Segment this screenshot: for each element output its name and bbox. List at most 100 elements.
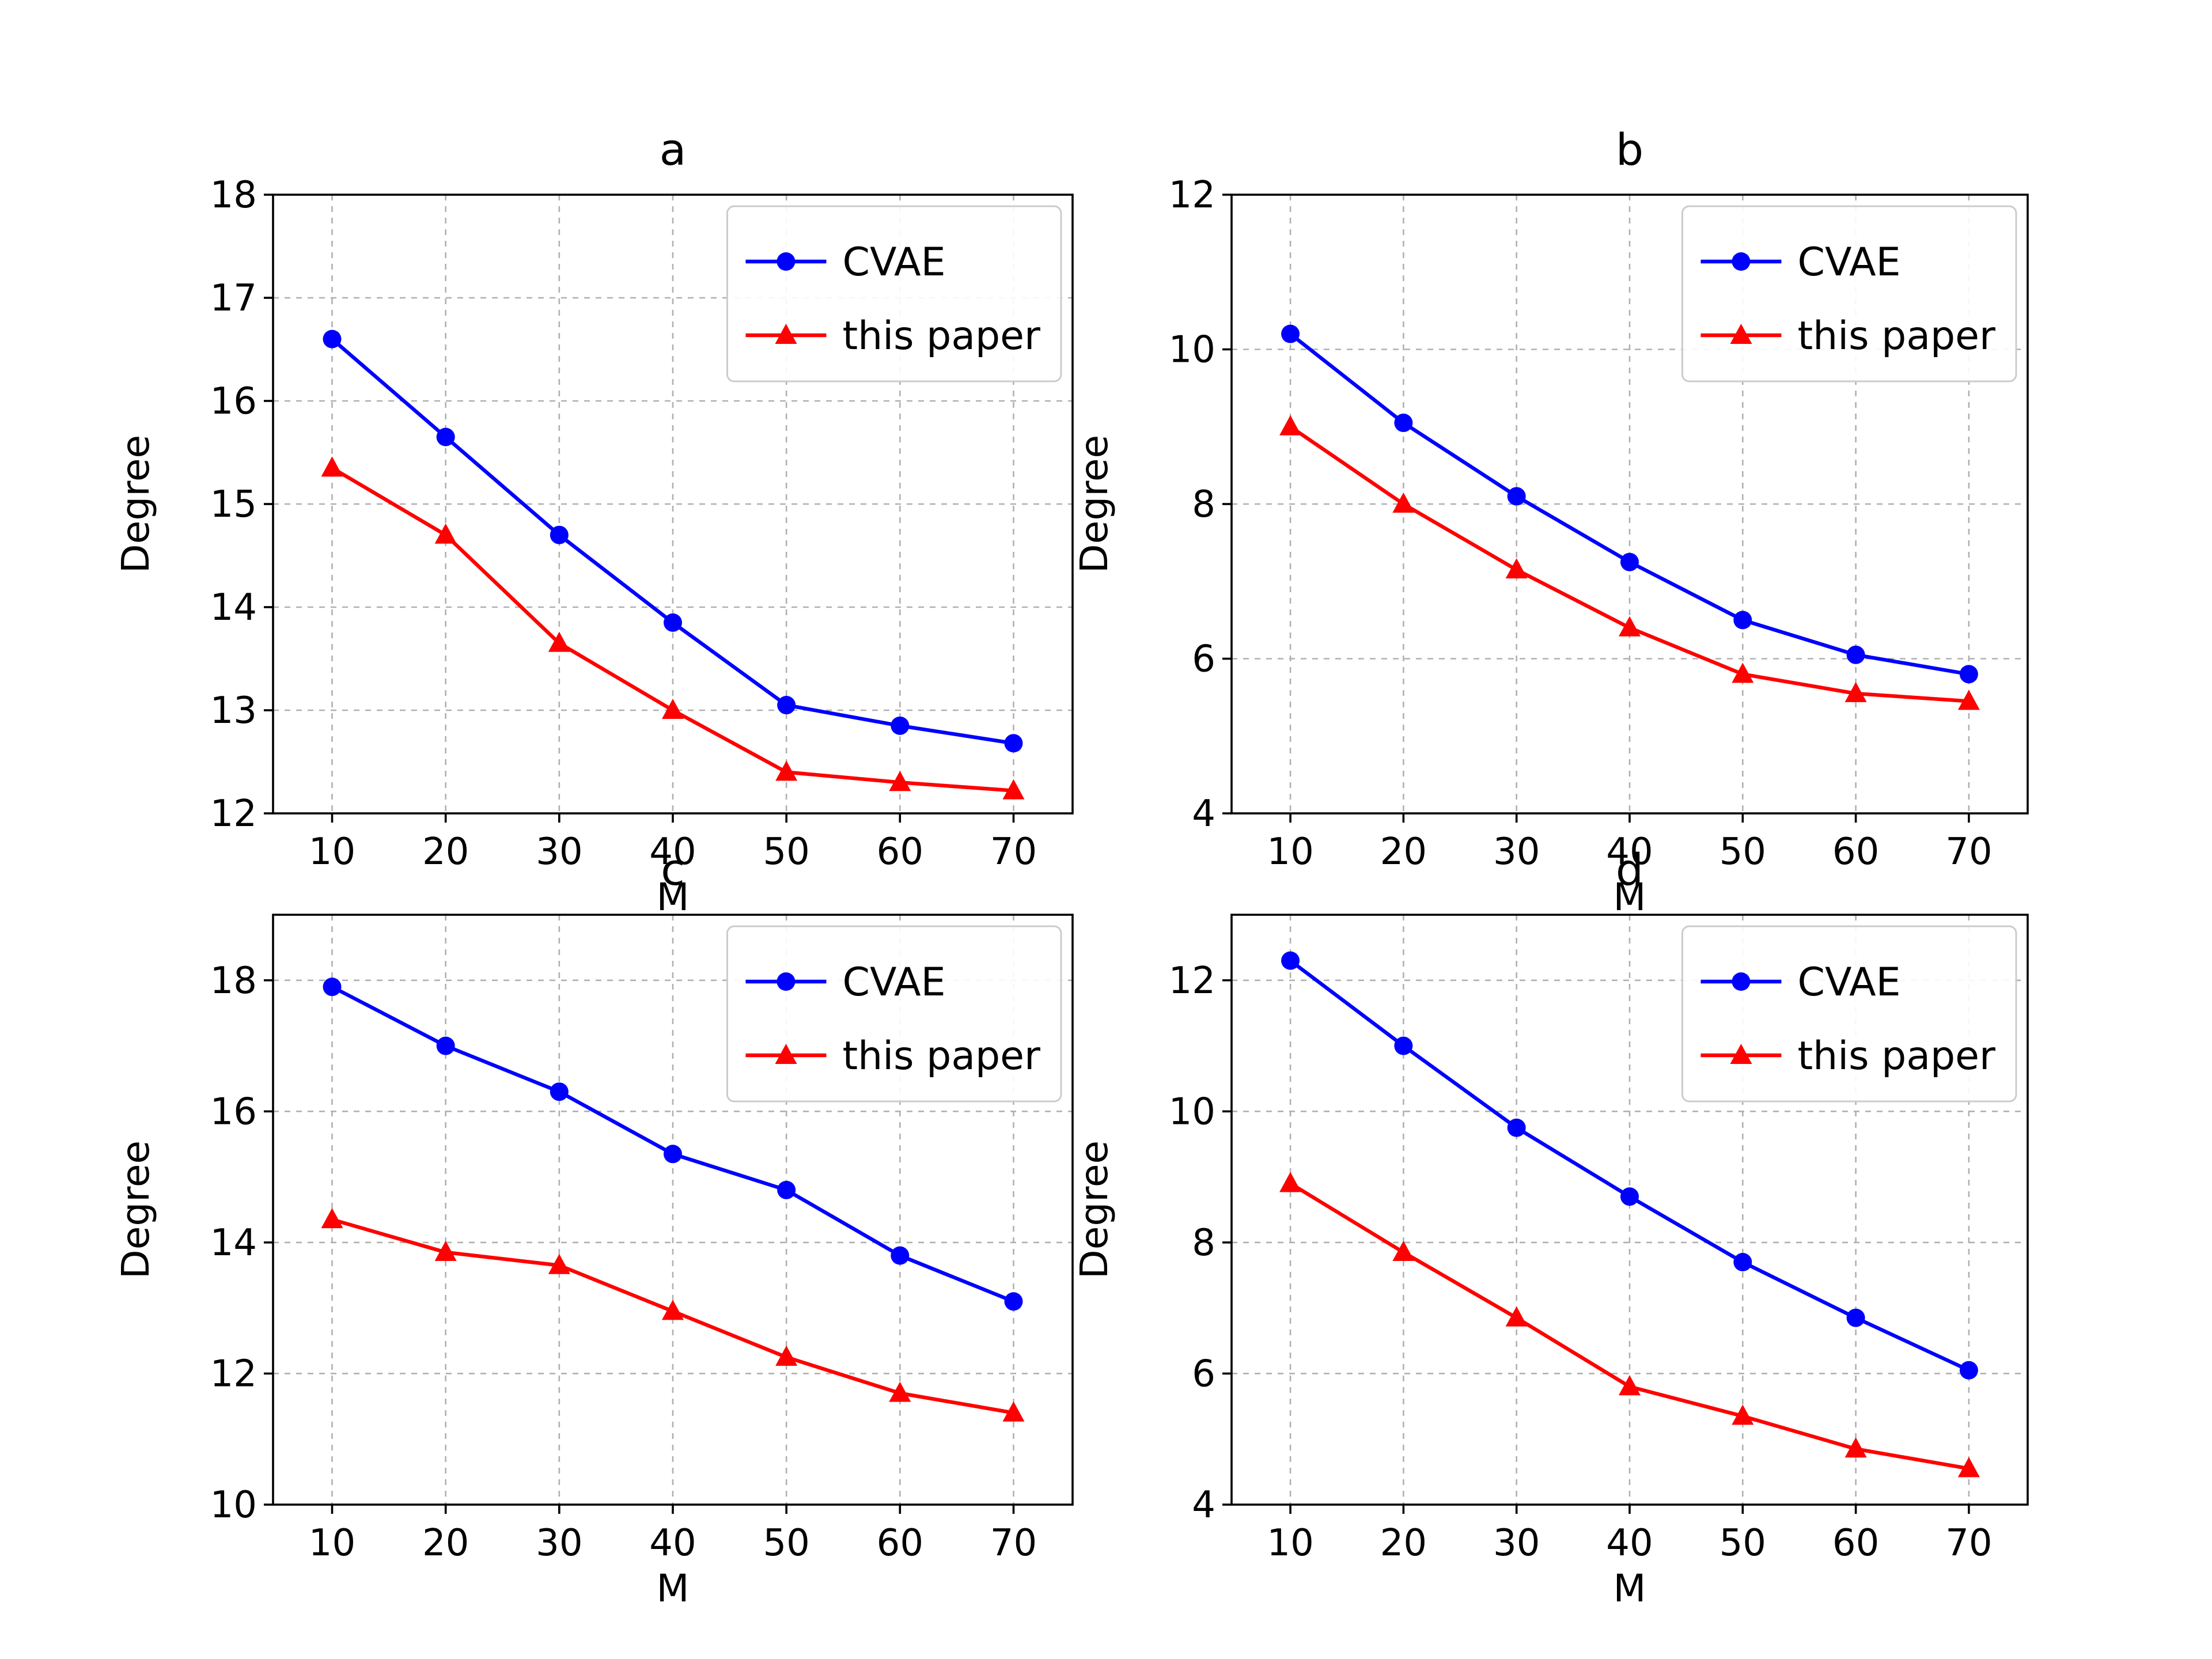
legend-box: [726, 925, 1062, 1103]
circle-marker: [777, 1180, 796, 1199]
triangle-marker: [775, 760, 798, 781]
circle-marker: [323, 329, 342, 349]
circle-marker: [1507, 1118, 1526, 1137]
y-tick-label: 13: [210, 690, 257, 732]
x-tick-label: 10: [1267, 831, 1313, 873]
circle-marker: [1394, 1036, 1413, 1055]
y-axis-label: Degree: [1072, 435, 1116, 573]
x-axis-label: M: [657, 1566, 690, 1611]
y-tick-label: 12: [210, 1353, 257, 1395]
triangle-marker: [1732, 1404, 1754, 1425]
legend-label: this paper: [842, 1033, 1040, 1079]
triangle-marker: [889, 771, 911, 791]
chart-title: c: [661, 844, 685, 895]
x-tick-label: 40: [649, 831, 696, 873]
legend: CVAE this paper: [1681, 925, 2017, 1103]
x-tick-label: 70: [1945, 831, 1992, 873]
series-this-paper: [1279, 415, 1980, 710]
legend-label: CVAE: [1797, 960, 1900, 1005]
circle-marker: [1394, 414, 1413, 433]
circle-marker: [891, 1246, 910, 1265]
legend-label: this paper: [1797, 1033, 1995, 1079]
circle-marker: [777, 972, 796, 991]
series-this-paper: [1279, 1172, 1980, 1478]
legend-label: CVAE: [842, 960, 945, 1005]
x-axis-label: M: [1613, 1566, 1646, 1611]
chart-a: 10 20 30 40 50 60 70 12 13 14 15 16 17 18 a M Degree CVAE…: [113, 124, 1074, 919]
x-tick-label: 10: [309, 1522, 355, 1565]
y-tick-label: 4: [1192, 793, 1215, 835]
series-this-paper: [321, 1208, 1025, 1422]
triangle-marker: [1392, 1240, 1415, 1261]
legend-label: this paper: [1797, 313, 1995, 359]
tick-labels: 10 20 30 40 50 60 70 10 12 14 16 18: [210, 960, 1037, 1565]
triangle-marker: [775, 324, 797, 344]
legend: CVAE this paper: [726, 925, 1062, 1103]
triangle-marker: [1844, 1437, 1867, 1458]
legend-label: CVAE: [1797, 240, 1900, 285]
y-tick-label: 8: [1192, 1222, 1215, 1264]
x-tick-label: 70: [990, 831, 1037, 873]
triangle-marker: [775, 1044, 797, 1064]
circle-marker: [664, 613, 682, 632]
x-tick-label: 60: [1832, 831, 1879, 873]
circle-marker: [1733, 611, 1752, 630]
circle-marker: [1846, 1308, 1865, 1327]
legend-box: [1681, 205, 2017, 382]
y-tick-label: 12: [1169, 174, 1215, 217]
triangle-marker: [662, 1300, 684, 1320]
circle-marker: [1959, 665, 1978, 684]
tick-labels: 10 20 30 40 50 60 70 4 6 8 10 12: [1169, 960, 1993, 1565]
legend-label: CVAE: [842, 240, 945, 285]
y-axis-label: Degree: [113, 1141, 158, 1279]
triangle-marker: [889, 1381, 911, 1402]
chart-title: b: [1616, 124, 1643, 175]
circle-marker: [1620, 552, 1639, 571]
circle-marker: [664, 1145, 682, 1164]
triangle-marker: [1619, 1375, 1641, 1396]
x-tick-label: 30: [1493, 831, 1540, 873]
chart-c: 10 20 30 40 50 60 701012141618cMDegreeCVAEthis…: [113, 844, 1074, 1611]
x-tick-label: 50: [1719, 1522, 1766, 1565]
circle-marker: [323, 978, 342, 997]
circle-marker: [1620, 1187, 1639, 1206]
y-tick-label: 12: [1169, 960, 1215, 1002]
x-tick-label: 30: [536, 1522, 582, 1565]
circle-marker: [1732, 252, 1751, 271]
series-CVAE: [1281, 951, 1978, 1380]
circle-marker: [550, 525, 569, 544]
x-tick-label: 30: [1493, 1522, 1540, 1565]
y-tick-label: 10: [210, 1484, 257, 1527]
y-tick-label: 12: [210, 793, 257, 835]
triangle-marker: [434, 1240, 457, 1261]
x-axis-label: M: [657, 875, 690, 919]
y-tick-label: 17: [210, 277, 257, 320]
circle-marker: [436, 427, 455, 446]
circle-marker: [1733, 1253, 1752, 1272]
y-tick-label: 6: [1192, 1353, 1215, 1395]
circle-marker: [1004, 734, 1023, 753]
circle-marker: [777, 696, 796, 715]
triangle-marker: [1844, 681, 1867, 702]
x-tick-label: 20: [1380, 831, 1427, 873]
x-tick-label: 50: [763, 831, 809, 873]
x-tick-label: 10: [1267, 1522, 1313, 1565]
x-tick-label: 20: [422, 1522, 469, 1565]
x-tick-label: 20: [1380, 1522, 1427, 1565]
y-tick-label: 15: [210, 483, 257, 526]
y-tick-label: 4: [1192, 1484, 1215, 1527]
y-tick-label: 16: [210, 380, 257, 423]
triangle-marker: [548, 631, 570, 652]
legend-box: [726, 205, 1062, 382]
triangle-marker: [1392, 493, 1415, 513]
circle-marker: [1281, 324, 1300, 343]
triangle-marker: [321, 456, 343, 477]
x-tick-label: 50: [1719, 831, 1766, 873]
series-this-paper: [321, 456, 1025, 800]
chart-title: a: [660, 124, 687, 175]
series-CVAE: [323, 329, 1023, 753]
triangle-marker: [321, 1208, 343, 1229]
triangle-marker: [1732, 662, 1754, 683]
